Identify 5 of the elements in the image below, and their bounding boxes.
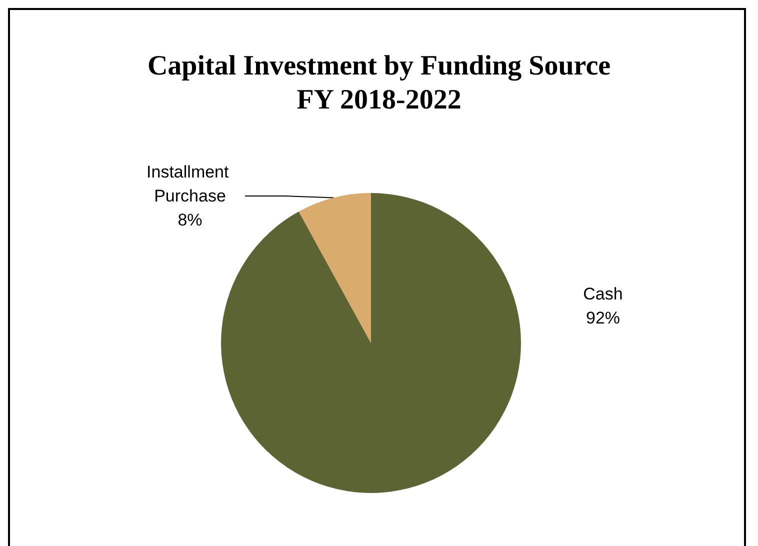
slice-label: Cash: [583, 284, 623, 304]
slice-label: Installment Purchase: [146, 162, 234, 206]
data-label: 8%: [178, 210, 202, 230]
data-label: 92%: [586, 308, 620, 328]
chart-title: Capital Investment by Funding Source FY 2018-2022: [147, 50, 611, 116]
